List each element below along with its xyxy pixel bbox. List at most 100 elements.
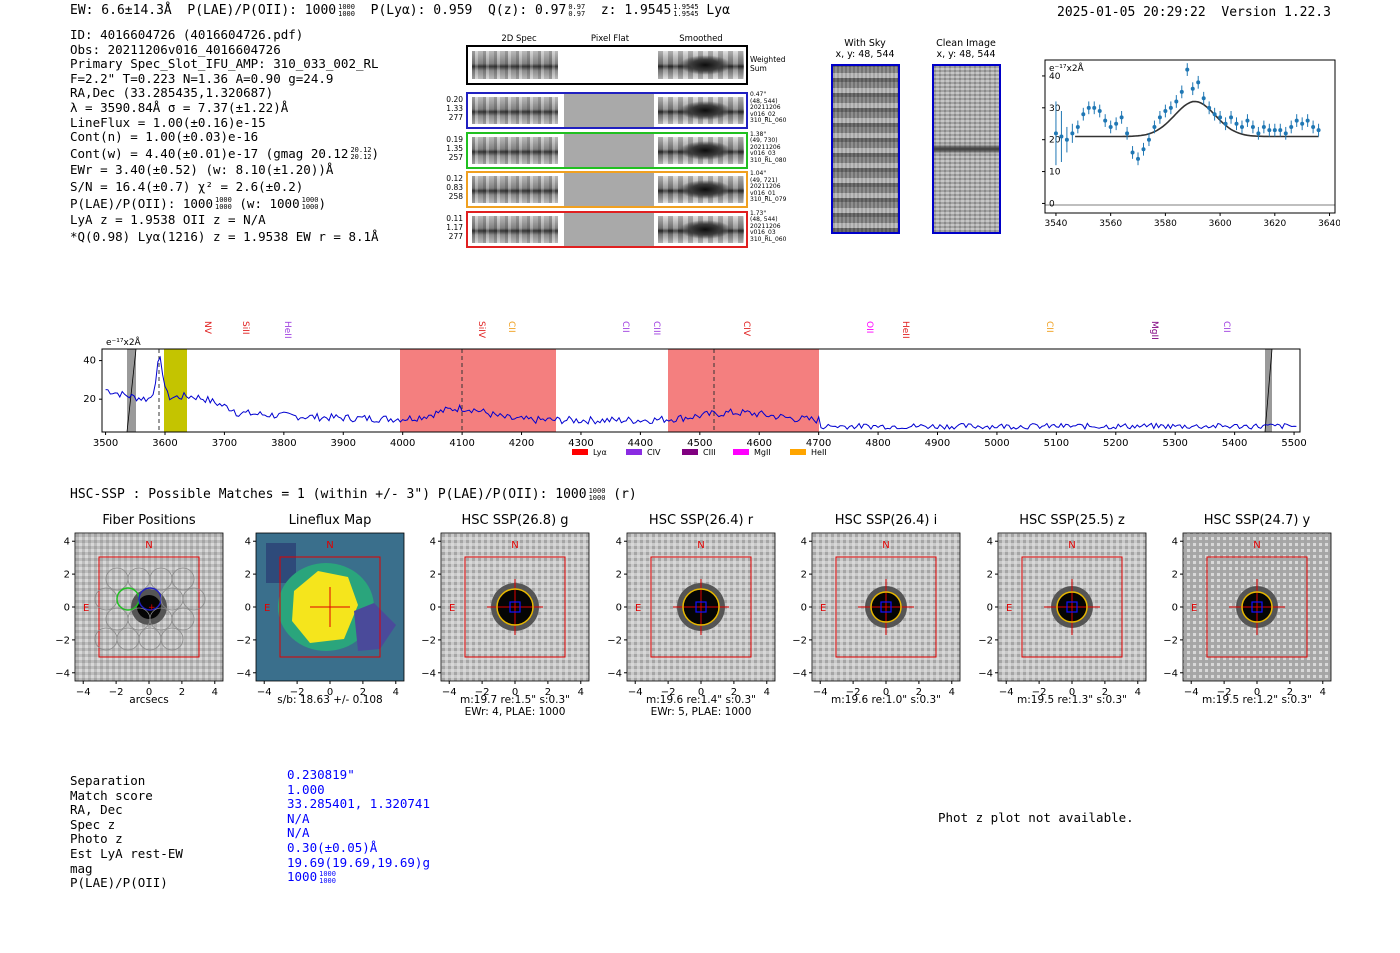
lineflux-patch — [266, 543, 296, 583]
full-xtick-label: 5500 — [1281, 438, 1306, 449]
aperture-square — [1206, 556, 1308, 658]
cutout-ytick-label: 2 — [64, 570, 70, 581]
match-label: Spec z — [70, 816, 116, 832]
zoom-data-point — [1086, 105, 1091, 110]
fiber-circle — [160, 627, 184, 651]
east-label: E — [1006, 603, 1012, 614]
photz-message: Phot z plot not available. — [938, 810, 1134, 825]
cutout-xtick-label: −4 — [442, 687, 457, 698]
cutout-title: HSC SSP(26.4) i — [834, 513, 938, 528]
full-xtick-label: 4400 — [628, 438, 653, 449]
cutout-xtick-label: −2 — [109, 687, 124, 698]
emission-line-label: SiIV — [476, 321, 486, 339]
cutout-title: Lineflux Map — [288, 513, 372, 528]
zoom-data-point — [1223, 121, 1228, 126]
cutout-caption: s/b: 18.63 +/- 0.108 — [277, 694, 383, 706]
cutout-ytick-label: 0 — [245, 603, 251, 614]
cutout-panel: N E 4 2 0 −2 −4 −4 −2 0 2 4 — [607, 532, 776, 698]
lya-window — [164, 349, 187, 432]
zoom-xtick-label: 3620 — [1263, 219, 1286, 229]
match-values: 0.230819" 1.000 33.285401, 1.320741 N/A N/A 0… — [287, 767, 430, 885]
cutout-title: Fiber Positions — [102, 513, 196, 528]
zoom-data-point — [1146, 137, 1151, 142]
emission-line-label: CII — [1221, 321, 1231, 333]
east-label: E — [83, 603, 89, 614]
zoom-data-point — [1261, 124, 1266, 129]
zoom-xticks: 3540 3560 3580 3600 3620 3640 — [1044, 213, 1340, 229]
north-label: N — [511, 540, 518, 551]
source-core — [137, 595, 161, 619]
header-qz-frac: 0.97 0.97 — [568, 2, 586, 18]
zoom-spectrum-plot: e⁻¹⁷x2Å 40 30 20 10 0 3540 3560 3580 3600 3620 36… — [1042, 59, 1340, 229]
with-sky-title: With Sky — [844, 38, 886, 49]
fiber-left-caption: 0.19 1.35 257 — [446, 134, 463, 162]
cutout-ytick-label: 4 — [987, 537, 993, 548]
fiber-pixel-flat — [564, 133, 654, 167]
legend-swatch — [572, 449, 588, 455]
zoom-data-point — [1136, 156, 1141, 161]
fiber-center-marker: + — [148, 603, 156, 613]
full-xtick-label: 4900 — [925, 438, 950, 449]
full-xtick-label: 4700 — [806, 438, 831, 449]
zoom-xtick-label: 3560 — [1099, 219, 1122, 229]
north-label: N — [145, 540, 152, 551]
cutout-xtick-label: −2 — [846, 687, 861, 698]
cutout-xtick-label: −2 — [1032, 687, 1047, 698]
info-cont-w: Cont(w) = 4.40(±0.01)e-17 (gmag 20.12 20.… — [70, 145, 380, 162]
detection-box — [1251, 601, 1263, 613]
lineflux-masked — [354, 603, 396, 651]
with-sky-image — [831, 64, 900, 234]
match-label: RA, Dec — [70, 802, 123, 818]
cutout-ytick-label: −4 — [236, 668, 251, 679]
cutout-ytick-label: −4 — [607, 668, 622, 679]
fiber-2d-spec — [472, 97, 558, 124]
emission-line-label: CIII — [651, 321, 661, 335]
cutout-xtick-label: 2 — [179, 687, 185, 698]
fiber-row — [466, 210, 748, 248]
cutout-title: HSC SSP(26.8) g — [461, 513, 569, 528]
legend-swatch — [626, 449, 642, 455]
cutout-ytick-label: −4 — [55, 668, 70, 679]
cutout-caption: m:19.7 re:1.5" s:0.3" EWr: 4, PLAE: 1000 — [460, 694, 570, 718]
match-labels: Separation Match score RA, Dec Spec z Photo … — [70, 773, 183, 891]
cutout-ytick-label: 4 — [1172, 537, 1178, 548]
fiber-pixel-flat — [564, 212, 654, 246]
zoom-data-point — [1130, 150, 1135, 155]
clean-image-xy: x, y: 48, 544 — [936, 49, 996, 60]
full-xtick-label: 4100 — [449, 438, 474, 449]
cutout-xtick-label: 0 — [146, 687, 152, 698]
fiber-circle — [171, 607, 195, 631]
zoom-data-point — [1239, 124, 1244, 129]
cutout-xtick-label: 2 — [1287, 687, 1293, 698]
zoom-data-point — [1092, 105, 1097, 110]
zoom-data-point — [1081, 112, 1086, 117]
cutout-ytick-label: 2 — [1172, 570, 1178, 581]
cutout-xtick-label: 0 — [698, 687, 704, 698]
fiber-right-caption: 1.38" (49, 730) 20211206 v016_03 310_RL_080 — [750, 130, 787, 164]
cutout-ytick-label: −4 — [1163, 668, 1178, 679]
match-label: Est LyA rest-EW — [70, 845, 183, 861]
cutout-panel: N E 4 2 0 −2 −4 −4 −2 0 2 4 — [978, 532, 1147, 698]
fiber-smoothed — [658, 97, 744, 124]
zoom-data-point — [1305, 118, 1310, 123]
zoom-data-point — [1119, 115, 1124, 120]
detection-box — [695, 601, 707, 613]
emission-line-label: OII — [864, 321, 874, 333]
full-xtick-label: 5100 — [1044, 438, 1069, 449]
zoom-ytick-label: 10 — [1049, 168, 1061, 178]
zoom-data-point — [1163, 109, 1168, 113]
zoom-yticks: 40 30 20 10 0 — [1042, 72, 1061, 209]
zoom-data-point — [1174, 99, 1179, 104]
zoom-data-point — [1207, 105, 1212, 110]
emission-line-label: MgII — [1149, 321, 1159, 340]
zoom-data-point — [1059, 134, 1064, 139]
cutout-xtick-label: 2 — [731, 687, 737, 698]
col-2d-spec: 2D Spec — [501, 34, 537, 44]
fiber-right-caption: 0.47" (48, 544) 20211206 v016_02 310_RL_060 — [750, 91, 787, 125]
zoom-data-point — [1141, 147, 1146, 152]
full-xtick-label: 4500 — [687, 438, 712, 449]
cutout-ytick-label: −2 — [55, 635, 70, 646]
weighted-sum-row — [466, 45, 748, 85]
north-label: N — [697, 540, 704, 551]
zoom-data-point — [1201, 96, 1206, 101]
